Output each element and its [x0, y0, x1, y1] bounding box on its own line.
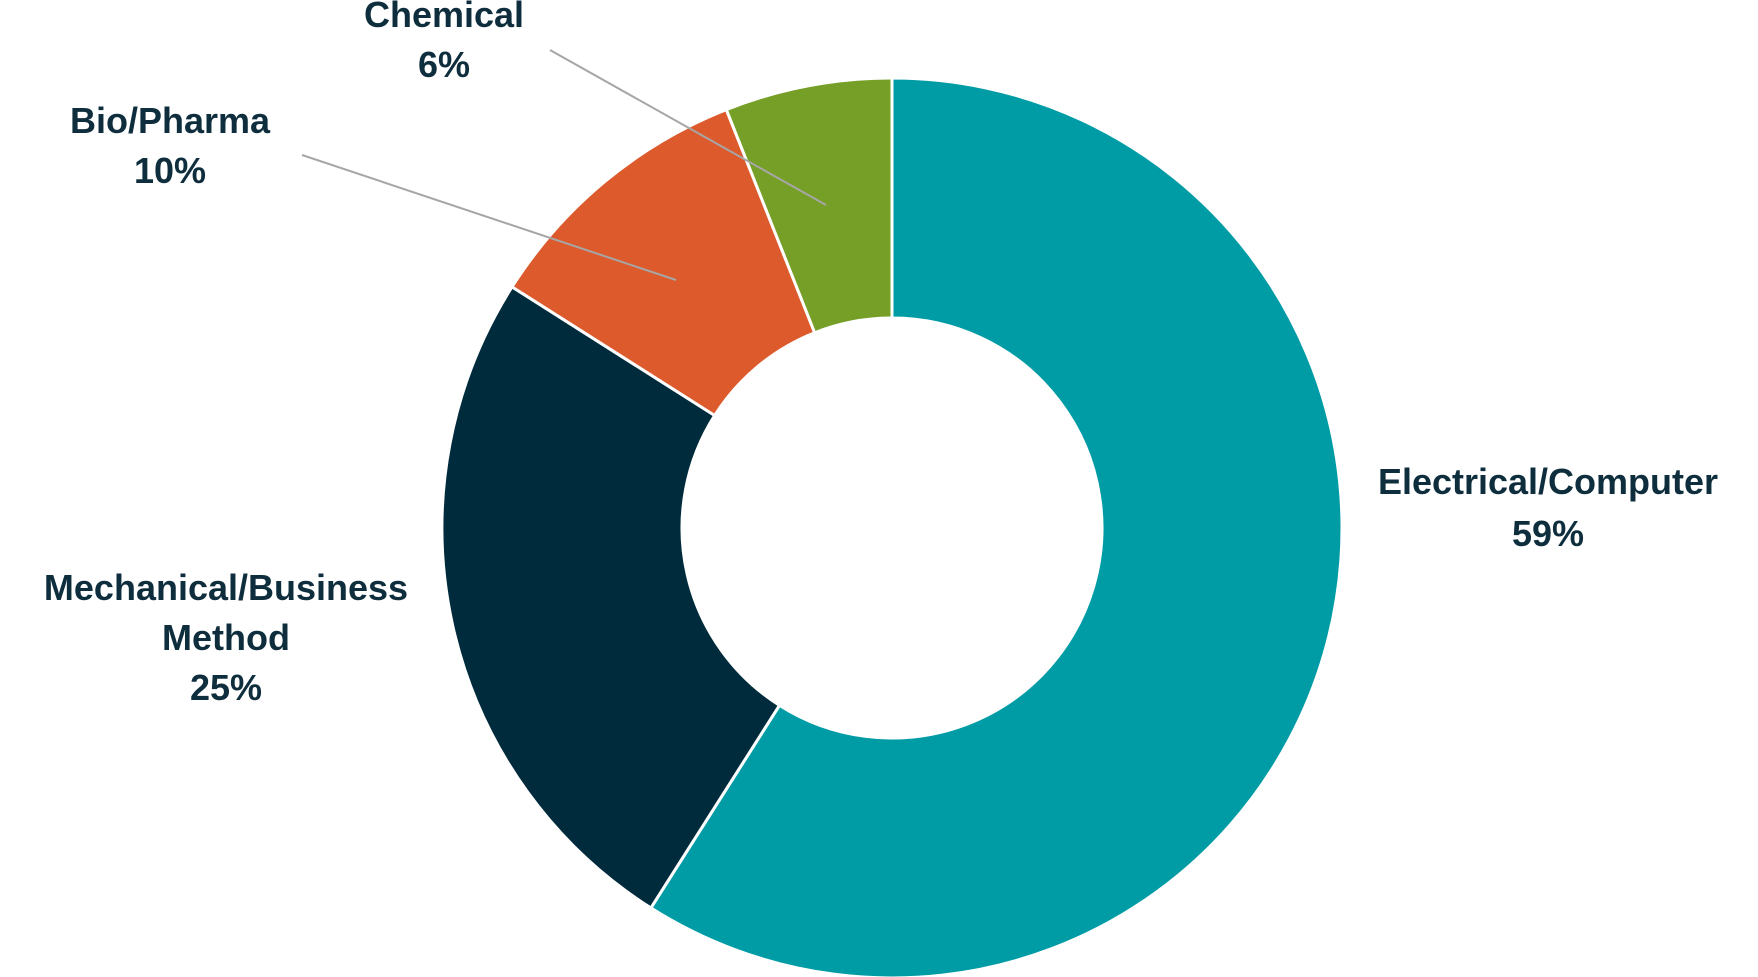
value-label-electrical-computer: 59% [1512, 513, 1584, 554]
category-label-chemical-line-1: Chemical [364, 0, 524, 35]
category-label-bio-pharma-line-1: Bio/Pharma [70, 100, 271, 141]
value-label-chemical: 6% [418, 44, 470, 85]
donut-slices [440, 76, 1344, 977]
slice-electrical-computer [648, 76, 1344, 977]
leader-line-chemical [549, 49, 827, 206]
value-label-mechanical-business-method: 25% [190, 667, 262, 708]
data-labels: Electrical/Computer 59% Mechanical/Busines… [44, 0, 1718, 708]
slice-mechanical-business-method [440, 284, 782, 911]
value-label-bio-pharma: 10% [134, 150, 206, 191]
leader-lines [301, 49, 827, 281]
leader-line-bio-pharma [301, 154, 677, 281]
slice-bio-pharma [509, 107, 817, 418]
category-label-mechanical-business-method-line-2: Method [162, 617, 290, 658]
category-label-mechanical-business-method-line-1: Mechanical/Business [44, 567, 408, 608]
slice-chemical [724, 76, 894, 335]
category-label-electrical-computer-line-1: Electrical/Computer [1378, 461, 1718, 502]
